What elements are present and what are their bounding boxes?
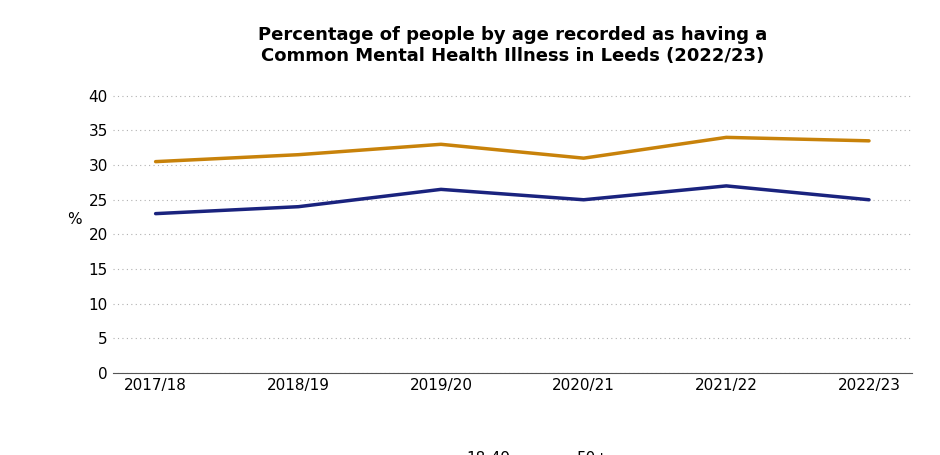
50+ [863, 138, 874, 144]
50+ [150, 159, 162, 164]
18-49 [292, 204, 304, 209]
50+ [721, 135, 732, 140]
18-49 [721, 183, 732, 189]
Legend: 18-49, 50+: 18-49, 50+ [410, 445, 615, 455]
18-49 [578, 197, 589, 202]
18-49 [863, 197, 874, 202]
18-49 [150, 211, 162, 217]
18-49 [435, 187, 446, 192]
50+ [578, 156, 589, 161]
50+ [292, 152, 304, 157]
Line: 50+: 50+ [156, 137, 869, 162]
Title: Percentage of people by age recorded as having a
Common Mental Health Illness in: Percentage of people by age recorded as … [258, 26, 767, 65]
Y-axis label: %: % [68, 212, 82, 228]
50+ [435, 142, 446, 147]
Line: 18-49: 18-49 [156, 186, 869, 214]
